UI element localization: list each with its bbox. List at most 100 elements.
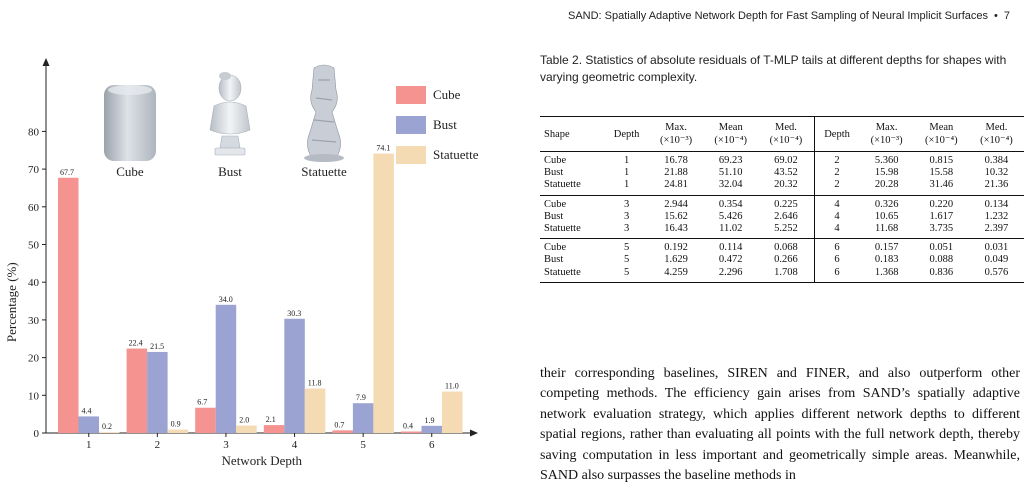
- table-cell: 0.068: [774, 242, 798, 254]
- cell-shape: Cube: [544, 155, 567, 166]
- header-separator: •: [994, 10, 998, 22]
- table-cell: 0.051: [929, 242, 954, 254]
- bar-bust-6: [421, 425, 442, 433]
- bar-statuette-2: [167, 429, 189, 433]
- bar-cube-1: [58, 177, 79, 433]
- statuette-detail-image: [311, 79, 337, 143]
- table-cell: 1: [623, 155, 630, 166]
- table-cell: 4: [813, 223, 860, 239]
- table-cell: 0.192: [664, 242, 688, 254]
- th-mean-label: Mean: [718, 122, 743, 133]
- data-label: 34.0: [219, 295, 233, 304]
- table-header-row: Shape Depth Max. (×10⁻³) Mean (×10⁻⁴) Med.…: [540, 116, 1024, 152]
- table-cell: 1.368: [874, 266, 899, 278]
- th-med-label: Med.: [775, 122, 797, 133]
- cube-shape-top: [108, 85, 152, 95]
- table-cell: 51.10: [718, 167, 743, 179]
- stats-table: Shape Depth Max. (×10⁻³) Mean (×10⁻⁴) Med.…: [540, 116, 1024, 283]
- bust-torso-image: [209, 101, 251, 135]
- table-row: Bust 3 15.62 5.426 2.646 4 10.65 1.617 1.232: [540, 210, 1024, 224]
- data-label: 21.5: [150, 342, 164, 351]
- legend-label-statuette: Statuette: [433, 147, 479, 162]
- table-cell: 6: [813, 254, 860, 267]
- bar-cube-5: [332, 430, 353, 433]
- running-header: SAND: Spatially Adaptive Network Depth f…: [568, 10, 1010, 22]
- x-axis-arrow: [470, 429, 478, 437]
- table-caption: Table 2. Statistics of absolute residual…: [540, 53, 1007, 84]
- bar-cube-4: [263, 425, 285, 433]
- cell-shape: Bust: [544, 254, 564, 266]
- th-max-2-label: Max.: [875, 122, 898, 133]
- table-cell: 24.81: [664, 179, 688, 191]
- chart-svg: 0 10 20 30 40 50 60 70 80 Percentage (%) 67.7 4.4 0.…: [4, 58, 479, 468]
- table-cell: 0.354: [718, 198, 743, 210]
- table-cell: 1.708: [774, 266, 798, 278]
- table-cell: 1.629: [664, 254, 688, 266]
- bar-statuette-6: [442, 391, 463, 433]
- table-cell: 5: [623, 242, 630, 254]
- bar-statuette-4: [304, 388, 326, 433]
- shape-label-bust: Bust: [218, 164, 242, 179]
- figure-bar-chart: 0 10 20 30 40 50 60 70 80 Percentage (%) 67.7 4.4 0.…: [0, 40, 500, 495]
- th-mean-2: Mean (×10⁻⁴): [914, 117, 969, 152]
- table-cell: 1: [623, 167, 630, 179]
- th-med: Med. (×10⁻⁴): [758, 117, 814, 152]
- body-text: their corresponding baselines, SIREN and…: [540, 366, 1020, 484]
- table-cell: 2.296: [718, 266, 743, 278]
- cell-shape: Bust: [544, 167, 564, 179]
- bust-pedestal-image: [219, 135, 241, 149]
- data-label: 6.7: [197, 398, 207, 407]
- table-cell: 1.617: [929, 210, 954, 222]
- legend-label-bust: Bust: [433, 117, 457, 132]
- y-tick-label: 10: [28, 390, 40, 402]
- th-max-2: Max. (×10⁻³): [859, 117, 913, 152]
- bar-cube-3: [195, 407, 216, 433]
- shape-label-cube: Cube: [116, 164, 144, 179]
- y-tick-label: 70: [28, 164, 40, 176]
- running-title: SAND: Spatially Adaptive Network Depth f…: [568, 10, 989, 22]
- y-tick-label: 40: [28, 277, 40, 289]
- y-tick-label: 0: [34, 428, 40, 440]
- table-cell: 15.58: [929, 167, 954, 179]
- table-cell: 0.220: [929, 198, 954, 210]
- cell-shape: Bust: [544, 210, 564, 222]
- data-label: 11.0: [445, 382, 459, 391]
- table-cell: 2: [813, 179, 860, 196]
- table-cell: 6: [813, 238, 860, 255]
- y-axis-title: Percentage (%): [4, 262, 19, 342]
- th-max-2-scale: (×10⁻³): [870, 135, 903, 146]
- table-cell: 43.52: [774, 167, 798, 179]
- table-cell: 5.426: [718, 210, 743, 222]
- shape-label-statuette: Statuette: [301, 164, 347, 179]
- x-tick-label: 2: [155, 439, 161, 451]
- table-cell: 69.02: [774, 155, 798, 166]
- th-mean-2-label: Mean: [929, 122, 954, 133]
- data-label: 0.4: [403, 421, 413, 430]
- table-cell: 31.46: [929, 179, 954, 191]
- data-label: 0.9: [171, 420, 181, 429]
- statuette-shape-image: [307, 64, 341, 159]
- table-cell: 0.576: [984, 266, 1009, 278]
- data-label: 30.3: [287, 309, 301, 318]
- statuette-base-image: [304, 154, 344, 162]
- table-cell: 0.384: [984, 155, 1009, 166]
- data-label: 11.8: [308, 379, 322, 388]
- table-row: Cube 3 2.944 0.354 0.225 4 0.326 0.220 0.134: [540, 195, 1024, 211]
- data-label: 1.9: [425, 416, 435, 425]
- data-label: 7.9: [356, 393, 366, 402]
- table-cell: 0.836: [929, 266, 954, 278]
- bar-bust-4: [284, 318, 305, 433]
- table-cell: 2.397: [984, 223, 1009, 235]
- table-cell: 0.157: [874, 242, 899, 254]
- table-cell: 2.944: [664, 198, 688, 210]
- table-cell: 0.472: [718, 254, 743, 266]
- table-cell: 0.049: [984, 254, 1009, 266]
- legend-swatch-bust: [396, 116, 426, 134]
- th-med-2-scale: (×10⁻⁴): [980, 135, 1013, 146]
- table-cell: 69.23: [718, 155, 743, 166]
- x-tick-label: 4: [292, 439, 298, 451]
- table-cell: 3: [623, 198, 630, 210]
- table-cell: 15.62: [664, 210, 688, 222]
- table-cell: 0.183: [874, 254, 899, 266]
- th-med-2-label: Med.: [985, 122, 1008, 133]
